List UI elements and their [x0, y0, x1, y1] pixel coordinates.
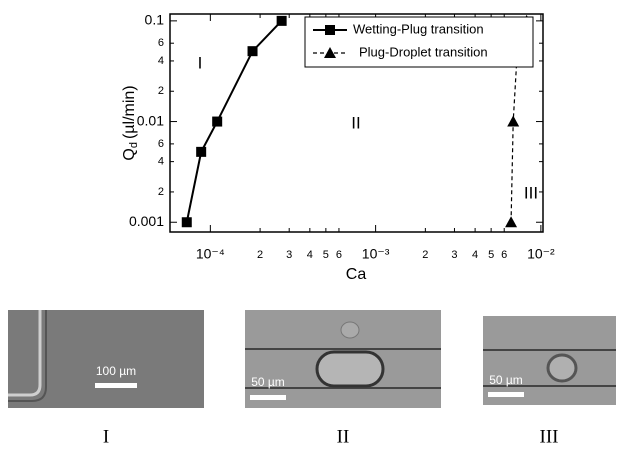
legend-label: Plug-Droplet transition — [359, 44, 488, 59]
scale-bar-label: 50 µm — [251, 375, 285, 389]
y-label-unit: (µl/min) — [121, 85, 138, 139]
x-tick-label: 2 — [257, 249, 263, 261]
marker — [181, 217, 192, 228]
y-tick-label: 2 — [158, 85, 164, 97]
y-tick-label: 4 — [158, 55, 164, 67]
caption: II — [337, 426, 350, 447]
y-tick-label: 4 — [158, 156, 164, 168]
y-label-sub: d — [128, 142, 140, 148]
x-tick-label: 10⁻⁴ — [196, 246, 225, 262]
y-label-main: Q — [121, 148, 138, 160]
micrograph-1: 100 µm — [8, 310, 204, 408]
y-tick-label: 0.001 — [129, 213, 164, 229]
x-tick-label: 3 — [451, 249, 457, 261]
region-label: III — [524, 183, 538, 202]
x-tick-label: 2 — [422, 249, 428, 261]
x-tick-label: 6 — [336, 249, 342, 261]
y-tick-label: 6 — [158, 138, 164, 150]
micrograph-3: 50 µm — [483, 316, 616, 405]
marker — [325, 25, 335, 35]
x-tick-label: 10⁻³ — [362, 246, 390, 262]
plot-frame — [169, 13, 544, 233]
scale-bar-label: 50 µm — [489, 373, 523, 387]
region-label: I — [198, 53, 203, 72]
legend-box — [304, 16, 534, 68]
legend-label: Wetting-Plug transition — [353, 21, 484, 36]
y-tick-label: 0.01 — [137, 112, 164, 128]
marker — [507, 115, 520, 127]
marker — [505, 216, 518, 228]
y-tick-label: 2 — [158, 186, 164, 198]
marker — [196, 146, 207, 157]
y-tick-label: 6 — [158, 37, 164, 49]
x-tick-label: 4 — [307, 249, 313, 261]
marker — [276, 15, 287, 26]
caption: III — [540, 426, 559, 447]
marker — [212, 116, 223, 127]
x-tick-label: 4 — [472, 249, 478, 261]
x-tick-label: 5 — [323, 249, 329, 261]
x-tick-label: 5 — [488, 249, 494, 261]
x-tick-label: 10⁻² — [527, 246, 555, 262]
y-tick-label: 0.1 — [145, 12, 165, 28]
scale-bar-label: 100 µm — [96, 364, 136, 378]
x-tick-label: 3 — [286, 249, 292, 261]
x-tick-label: 6 — [501, 249, 507, 261]
series-line — [510, 20, 528, 223]
x-axis-label: Ca — [346, 266, 367, 283]
region-label: II — [351, 113, 360, 132]
marker — [247, 46, 258, 57]
caption: I — [103, 426, 109, 447]
series-line — [185, 20, 283, 223]
marker — [324, 47, 336, 58]
micrograph-2: 50 µm — [245, 310, 441, 408]
y-axis-label: Qd (µl/min) — [121, 85, 140, 160]
